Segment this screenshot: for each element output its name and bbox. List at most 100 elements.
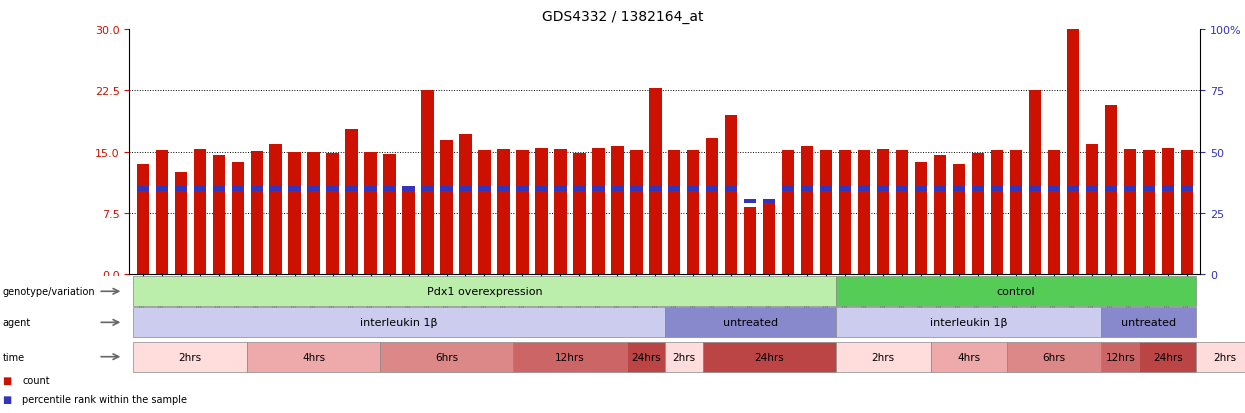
Bar — [174, 173, 187, 275]
Bar — [745, 199, 757, 203]
Text: 24hrs: 24hrs — [1153, 352, 1183, 362]
Bar — [820, 151, 833, 275]
Text: genotype/variation: genotype/variation — [2, 287, 95, 297]
Bar — [687, 187, 700, 191]
Text: 12hrs: 12hrs — [1106, 352, 1135, 362]
Bar — [308, 187, 320, 191]
Bar — [896, 151, 909, 275]
Bar — [137, 165, 149, 275]
Bar — [365, 152, 377, 275]
Bar — [478, 151, 491, 275]
Bar — [763, 199, 776, 203]
Bar — [745, 208, 757, 275]
Bar — [250, 152, 263, 275]
Bar — [706, 138, 718, 275]
Bar — [421, 187, 433, 191]
Text: 4hrs: 4hrs — [303, 352, 325, 362]
Bar — [876, 187, 889, 191]
Text: 12hrs: 12hrs — [555, 352, 585, 362]
Text: 6hrs: 6hrs — [1042, 352, 1066, 362]
Text: 24hrs: 24hrs — [631, 352, 661, 362]
Bar — [725, 116, 737, 275]
Text: percentile rank within the sample: percentile rank within the sample — [22, 394, 188, 404]
Bar — [554, 150, 566, 275]
Bar — [383, 155, 396, 275]
Bar — [269, 145, 281, 275]
Bar — [156, 151, 168, 275]
Bar — [497, 150, 509, 275]
Bar — [289, 187, 301, 191]
Bar — [1067, 28, 1079, 275]
Text: untreated: untreated — [1122, 318, 1177, 328]
Bar — [535, 187, 548, 191]
Bar — [517, 151, 529, 275]
Bar — [137, 187, 149, 191]
Text: count: count — [22, 375, 50, 385]
Text: 24hrs: 24hrs — [754, 352, 784, 362]
Text: GDS4332 / 1382164_at: GDS4332 / 1382164_at — [542, 10, 703, 24]
Bar — [573, 154, 585, 275]
Bar — [801, 187, 813, 191]
Bar — [1010, 151, 1022, 275]
Bar — [573, 187, 585, 191]
Bar — [535, 148, 548, 275]
Text: time: time — [2, 352, 25, 362]
Bar — [952, 165, 965, 275]
Bar — [232, 187, 244, 191]
Bar — [1086, 187, 1098, 191]
Bar — [1143, 151, 1155, 275]
Bar — [1180, 151, 1193, 275]
Bar — [345, 187, 357, 191]
Bar — [706, 187, 718, 191]
Bar — [1143, 187, 1155, 191]
Bar — [630, 187, 642, 191]
Bar — [611, 147, 624, 275]
Bar — [915, 162, 928, 275]
Bar — [1180, 187, 1193, 191]
Text: interleukin 1β: interleukin 1β — [360, 318, 438, 328]
Bar — [193, 187, 205, 191]
Text: ■: ■ — [2, 394, 11, 404]
Bar — [497, 187, 509, 191]
Bar — [839, 151, 852, 275]
Bar — [839, 187, 852, 191]
Bar — [611, 187, 624, 191]
Bar — [232, 163, 244, 275]
Bar — [669, 151, 681, 275]
Bar — [365, 187, 377, 191]
Bar — [1067, 187, 1079, 191]
Bar — [952, 187, 965, 191]
Bar — [915, 187, 928, 191]
Bar — [593, 149, 605, 275]
Bar — [630, 151, 642, 275]
Bar — [649, 187, 661, 191]
Bar — [782, 151, 794, 275]
Bar — [972, 187, 985, 191]
Bar — [593, 187, 605, 191]
Bar — [308, 152, 320, 275]
Bar — [193, 150, 205, 275]
Bar — [896, 187, 909, 191]
Bar — [1010, 187, 1022, 191]
Bar — [326, 154, 339, 275]
Text: 2hrs: 2hrs — [179, 352, 202, 362]
Bar — [345, 130, 357, 275]
Text: untreated: untreated — [722, 318, 778, 328]
Bar — [441, 187, 453, 191]
Bar — [459, 187, 472, 191]
Bar — [250, 187, 263, 191]
Bar — [383, 187, 396, 191]
Bar — [1028, 91, 1041, 275]
Text: 4hrs: 4hrs — [957, 352, 980, 362]
Bar — [649, 89, 661, 275]
Bar — [459, 135, 472, 275]
Text: 6hrs: 6hrs — [435, 352, 458, 362]
Bar — [1086, 145, 1098, 275]
Bar — [1124, 150, 1137, 275]
Bar — [801, 147, 813, 275]
Bar — [858, 187, 870, 191]
Bar — [1124, 187, 1137, 191]
Bar — [820, 187, 833, 191]
Bar — [782, 187, 794, 191]
Bar — [1048, 187, 1061, 191]
